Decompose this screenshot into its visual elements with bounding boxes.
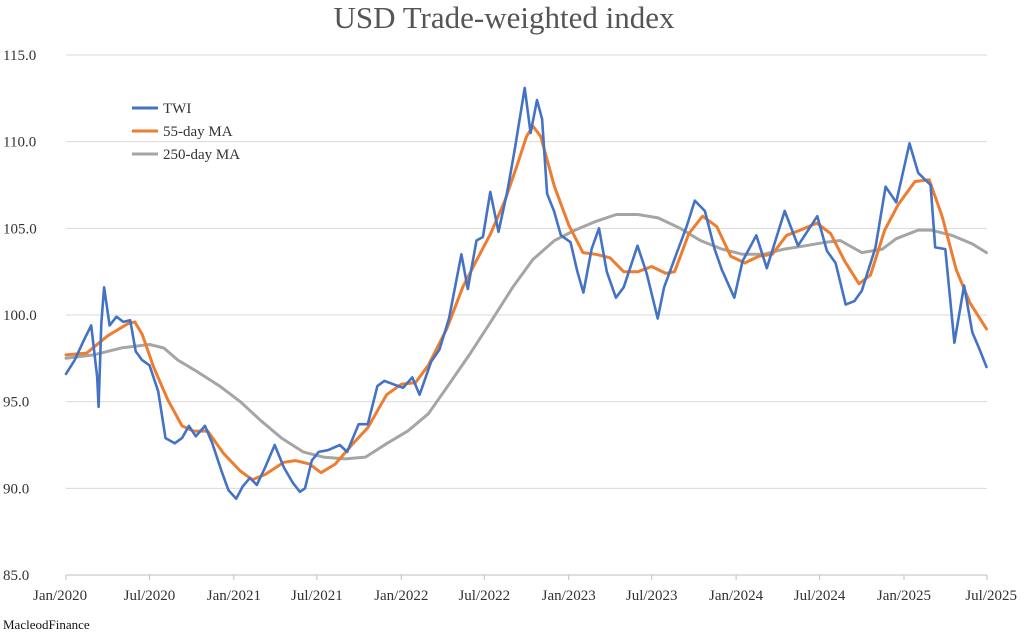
x-tick-label: Jul/2022: [458, 588, 510, 604]
y-tick-label: 115.0: [3, 48, 36, 64]
x-tick-label: Jul/2024: [794, 588, 846, 604]
x-tick-label: Jan/2021: [207, 588, 261, 604]
legend-label-250-day-ma: 250-day MA: [163, 147, 240, 163]
y-tick-label: 95.0: [3, 395, 29, 411]
series-line-twi: [64, 86, 988, 500]
x-tick-label: Jan/2020: [33, 588, 87, 604]
x-tick-label: Jan/2024: [709, 588, 764, 604]
series-line-250-day-ma: [64, 213, 988, 461]
x-axis-ticks: Jan/2020 Jul/2020 Jan/2021 Jul/2021 Jan/2022…: [33, 575, 1017, 604]
x-tick-label: Jul/2023: [626, 588, 678, 604]
y-tick-label: 90.0: [3, 481, 29, 497]
x-tick-label: Jul/2021: [291, 588, 343, 604]
legend-label-twi: TWI: [163, 101, 191, 117]
source-label: MacleodFinance: [3, 617, 90, 632]
y-axis-ticks: 85.0 90.0 95.0 100.0 105.0 110.0 115.0: [3, 48, 37, 584]
x-tick-label: Jan/2023: [542, 588, 596, 604]
y-tick-label: 85.0: [3, 568, 29, 584]
x-tick-label: Jul/2020: [124, 588, 176, 604]
y-tick-label: 105.0: [3, 221, 37, 237]
legend: TWI 55-day MA 250-day MA: [132, 101, 240, 163]
x-tick-label: Jan/2022: [374, 588, 428, 604]
x-tick-label: Jul/2025: [965, 588, 1017, 604]
legend-label-55-day-ma: 55-day MA: [163, 124, 233, 140]
gridlines: [66, 54, 987, 489]
chart-title: USD Trade-weighted index: [334, 0, 675, 35]
series-lines: [64, 86, 988, 500]
y-tick-label: 110.0: [3, 135, 36, 151]
y-tick-label: 100.0: [3, 308, 37, 324]
x-tick-label: Jan/2025: [877, 588, 931, 604]
